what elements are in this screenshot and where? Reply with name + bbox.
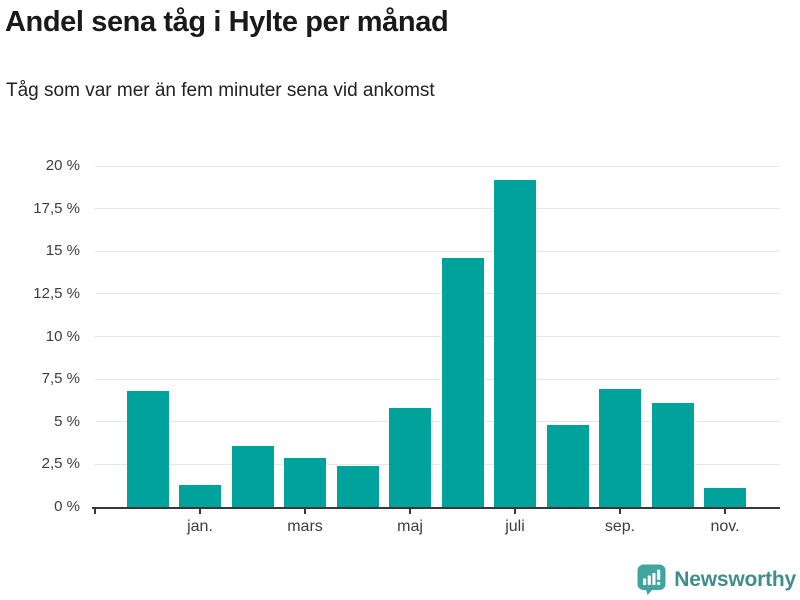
bar-month-0 — [126, 391, 169, 507]
bar-month-11 — [704, 488, 746, 507]
newsworthy-logo[interactable]: Newsworthy — [637, 564, 796, 595]
x-axis-tick — [304, 507, 306, 514]
y-axis-tick-label: 0 % — [54, 498, 80, 515]
x-axis-tick-label: mars — [287, 518, 323, 535]
gridline — [95, 336, 780, 337]
bar-month-9 — [599, 389, 641, 507]
newsworthy-logo-text: Newsworthy — [674, 567, 796, 591]
gridline — [95, 208, 780, 210]
x-axis-tick-label: jan. — [187, 518, 213, 535]
gridline — [95, 293, 780, 295]
gridline — [95, 463, 780, 465]
x-axis-tick-label: sep. — [604, 518, 636, 535]
y-axis-tick-label: 20 % — [45, 157, 80, 174]
chart-title: Andel sena tåg i Hylte per månad — [5, 6, 449, 38]
x-axis-tick-label: nov. — [710, 518, 740, 535]
bar-month-2 — [231, 445, 274, 507]
y-axis-tick-label: 17,5 % — [33, 199, 80, 217]
bar-month-5 — [389, 408, 431, 507]
bar-month-4 — [336, 466, 379, 507]
bar-month-6 — [441, 258, 484, 507]
bar-month-3 — [284, 457, 326, 507]
bar-month-8 — [546, 425, 589, 507]
x-axis-tick-label: maj — [397, 518, 423, 535]
x-axis-tick — [514, 507, 516, 514]
chart-subtitle: Tåg som var mer än fem minuter sena vid … — [6, 80, 435, 101]
y-axis-tick-label: 15 % — [45, 242, 80, 260]
gridline — [95, 165, 780, 167]
gridline — [95, 250, 780, 252]
newsworthy-logo-icon — [637, 564, 666, 595]
x-axis-tick-label: juli — [505, 518, 525, 535]
x-axis-tick — [724, 507, 726, 514]
x-axis-line — [92, 507, 780, 509]
y-axis-tick-label: 10 % — [45, 327, 80, 345]
y-axis-tick-label: 2,5 % — [41, 455, 80, 473]
y-axis-tick-label: 12,5 % — [33, 284, 80, 302]
x-axis-tick — [94, 507, 96, 514]
bar-month-1 — [179, 484, 221, 507]
y-axis-tick-label: 7,5 % — [41, 370, 80, 388]
bar-chart-plot-area: 0 % 2,5 % 5 % 7,5 % 10 % 12,5 % 15 % 17,5 % 20 %… — [33, 157, 780, 535]
bar-month-7 — [494, 179, 536, 507]
x-axis-tick — [199, 507, 201, 514]
x-axis-tick — [409, 507, 411, 514]
y-axis-tick-label: 5 % — [54, 412, 80, 430]
bar-month-10 — [651, 403, 694, 507]
x-axis-tick — [619, 507, 621, 514]
gridline — [95, 421, 780, 423]
gridline — [95, 378, 780, 380]
